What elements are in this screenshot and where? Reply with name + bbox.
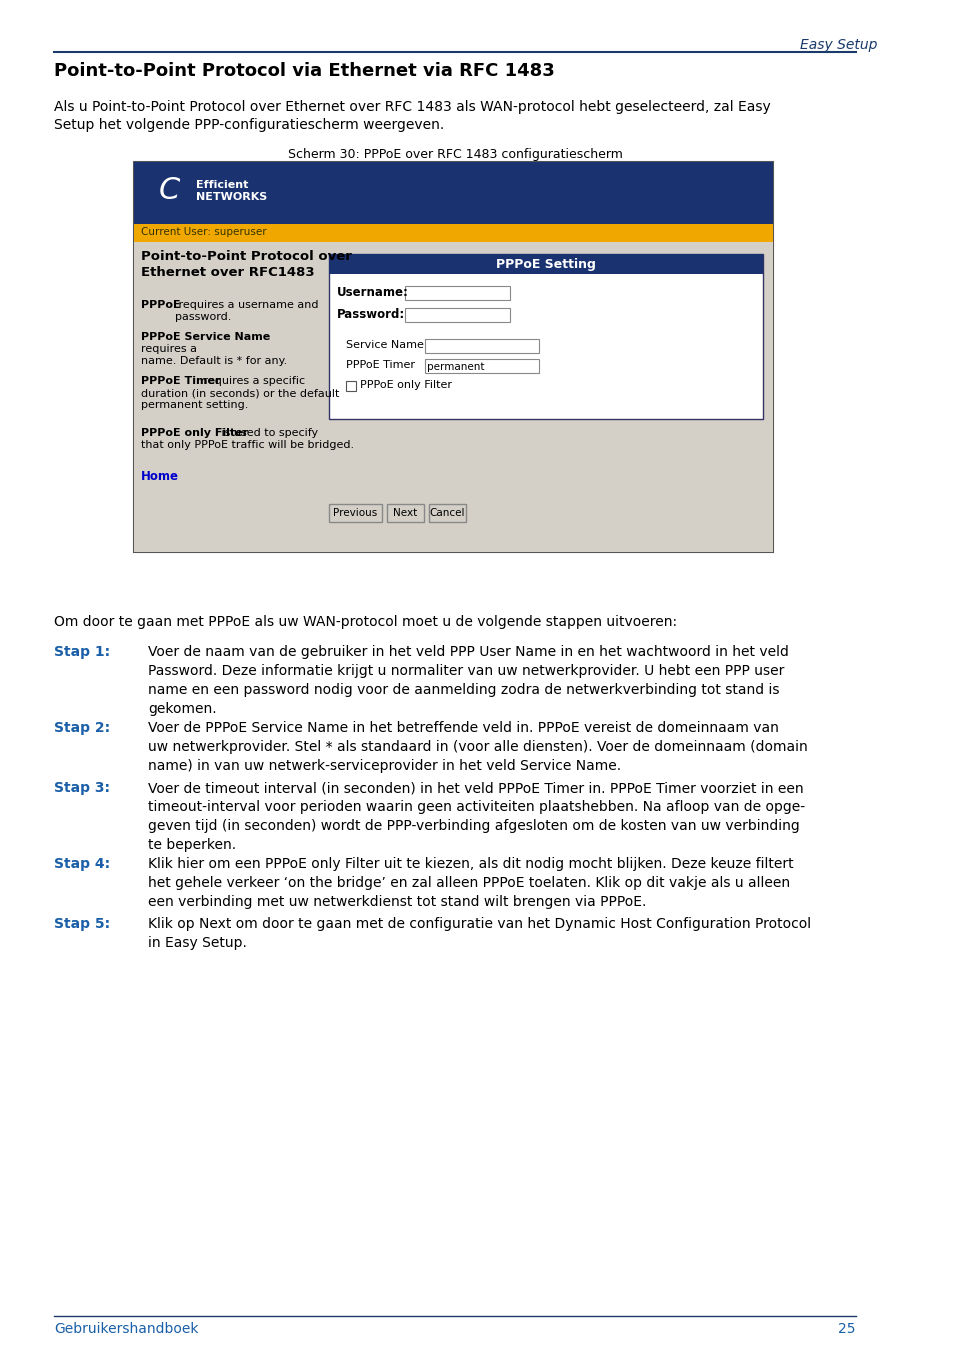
Text: Klik hier om een PPPoE only Filter uit te kiezen, als dit nodig mocht blijken. D: Klik hier om een PPPoE only Filter uit t… [148, 857, 793, 909]
Text: PPPoE Service Name: PPPoE Service Name [141, 332, 270, 342]
Text: PPPoE only Filter: PPPoE only Filter [359, 380, 451, 390]
Text: Username:: Username: [336, 286, 408, 299]
Text: Stap 2:: Stap 2: [54, 721, 111, 735]
Text: 25: 25 [838, 1323, 855, 1336]
Text: Easy Setup: Easy Setup [800, 38, 877, 51]
Text: is used to specify: is used to specify [217, 428, 317, 438]
Text: Current User: superuser: Current User: superuser [141, 227, 267, 236]
Bar [329, 504, 381, 521]
Bar [329, 254, 762, 274]
Bar [133, 162, 772, 224]
Text: requires a specific: requires a specific [200, 376, 305, 386]
Bar [133, 224, 772, 242]
Bar [429, 504, 465, 521]
Text: Scherm 30: PPPoE over RFC 1483 configuratiescherm: Scherm 30: PPPoE over RFC 1483 configura… [287, 149, 622, 161]
Text: Klik op Next om door te gaan met de configuratie van het Dynamic Host Configurat: Klik op Next om door te gaan met de conf… [148, 917, 810, 950]
Bar [424, 359, 538, 373]
Text: Stap 4:: Stap 4: [54, 857, 111, 871]
Text: Efficient
NETWORKS: Efficient NETWORKS [195, 180, 267, 203]
Bar [405, 308, 510, 322]
Text: Stap 5:: Stap 5: [54, 917, 111, 931]
Bar [405, 286, 510, 300]
Text: that only PPPoE traffic will be bridged.: that only PPPoE traffic will be bridged. [141, 440, 354, 450]
Text: PPPoE Timer: PPPoE Timer [141, 376, 220, 386]
Text: Point-to-Point Protocol via Ethernet via RFC 1483: Point-to-Point Protocol via Ethernet via… [54, 62, 555, 80]
Text: Voer de naam van de gebruiker in het veld PPP User Name in en het wachtwoord in : Voer de naam van de gebruiker in het vel… [148, 644, 788, 716]
Bar [133, 242, 772, 553]
Text: PPPoE Timer: PPPoE Timer [346, 359, 415, 370]
Text: requires a
name. Default is * for any.: requires a name. Default is * for any. [141, 345, 287, 366]
Text: duration (in seconds) or the default: duration (in seconds) or the default [141, 388, 339, 399]
Text: Service Name: Service Name [346, 340, 424, 350]
Text: Previous: Previous [333, 508, 377, 517]
Bar [346, 381, 355, 390]
Text: Stap 3:: Stap 3: [54, 781, 111, 794]
Text: permanent: permanent [427, 362, 484, 372]
Text: Voer de timeout interval (in seconden) in het veld PPPoE Timer in. PPPoE Timer v: Voer de timeout interval (in seconden) i… [148, 781, 804, 852]
Text: Stap 1:: Stap 1: [54, 644, 111, 659]
Text: Point-to-Point Protocol over
Ethernet over RFC1483: Point-to-Point Protocol over Ethernet ov… [141, 250, 352, 280]
Bar [329, 254, 762, 419]
Text: Voer de PPPoE Service Name in het betreffende veld in. PPPoE vereist de domeinna: Voer de PPPoE Service Name in het betref… [148, 721, 807, 773]
Text: PPPoE only Filter: PPPoE only Filter [141, 428, 248, 438]
Text: PPPoE: PPPoE [141, 300, 181, 309]
Text: permanent setting.: permanent setting. [141, 400, 249, 409]
Text: PPPoE Setting: PPPoE Setting [496, 258, 596, 272]
Bar [424, 339, 538, 353]
Text: Als u Point-to-Point Protocol over Ethernet over RFC 1483 als WAN-protocol hebt : Als u Point-to-Point Protocol over Ether… [54, 100, 770, 132]
Text: Next: Next [393, 508, 417, 517]
Text: Gebruikershandboek: Gebruikershandboek [54, 1323, 198, 1336]
Text: Password:: Password: [336, 308, 405, 322]
Text: C: C [159, 176, 180, 205]
Text: Cancel: Cancel [429, 508, 465, 517]
Bar [387, 504, 423, 521]
Text: Home: Home [141, 470, 179, 484]
Text: Om door te gaan met PPPoE als uw WAN-protocol moet u de volgende stappen uitvoer: Om door te gaan met PPPoE als uw WAN-pro… [54, 615, 677, 630]
Bar [133, 162, 772, 553]
Text: requires a username and
password.: requires a username and password. [174, 300, 317, 322]
